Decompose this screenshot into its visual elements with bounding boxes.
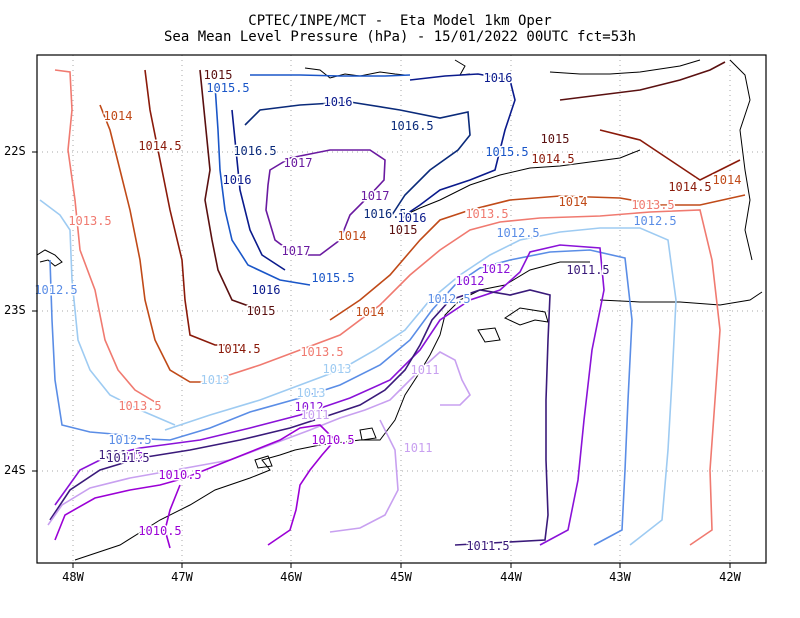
isobar-label: 1016.5 [390,119,433,133]
isobar-label: 1016 [252,283,281,297]
isobar-line [124,249,633,546]
isobar-label: 1014 [104,109,133,123]
isobar-label: 1014 [338,229,367,243]
isobars [39,61,746,549]
isobar-label: 1015 [247,304,276,318]
x-tick-label: 43W [609,570,631,584]
isobar-label: 1013 [323,362,352,376]
x-tick-label: 46W [280,570,302,584]
isobar-line [244,101,471,219]
isobar-label: 1013.5 [118,399,161,413]
isobar-label: 1016 [484,71,513,85]
isobar-labels: 10151015.5101610161016.51016.51017101610… [33,67,743,555]
isobar-label: 1011 [411,363,440,377]
isobar-label: 1012.5 [427,292,470,306]
isobar-line [164,484,181,549]
isobar-label: 1016 [398,211,427,225]
isobar-line [329,419,399,533]
isobar-label: 1015.5 [311,271,354,285]
isobar-label: 1011.5 [98,448,141,462]
isobar-label: 1017 [282,244,311,258]
isobar-label: 1014 [356,305,385,319]
isobar-label: 1012.5 [34,283,77,297]
isobar-label: 1017 [284,156,313,170]
y-tick-label: 23S [4,303,26,317]
isobar-label: 1014.5 [531,152,574,166]
isobar-label: 1012.5 [496,226,539,240]
isobar-label: 1014 [559,195,588,209]
isobar-line [250,74,411,77]
isobar-label: 1015 [541,132,570,146]
x-tick-label: 45W [390,570,412,584]
isobar-line [559,61,726,101]
isobar-label: 1013.5 [631,198,674,212]
isobar-line [329,194,746,321]
isobar-label: 1011.5 [466,539,509,553]
isobar-line [144,69,240,346]
isobar-label: 1014.5 [138,139,181,153]
isobar-label: 1013.5 [300,345,343,359]
isobar-line [231,109,286,271]
isobar-line [49,259,126,436]
isobar-label: 1015 [389,223,418,237]
chart-subtitle: Sea Mean Level Pressure (hPa) - 15/01/20… [163,29,636,45]
isobar-line [54,424,337,546]
isobar-line [599,129,741,181]
isobar-label: 1013 [201,373,230,387]
chart-title: CPTEC/INPE/MCT - Eta Model 1km Oper [248,13,552,29]
y-tick-label: 22S [4,144,26,158]
isobar-label: 1016 [324,95,353,109]
isobar-label: 1013.5 [465,207,508,221]
isobar-label: 1012 [116,450,145,464]
isobar-label: 1010.5 [138,524,181,538]
isobar-label: 1011 [404,441,433,455]
isobar-label: 1012 [482,262,511,276]
isobar-line [54,244,605,546]
isobar-line [47,351,471,526]
y-tick-label: 24S [4,463,26,477]
isobar-label: 1010.5 [158,468,201,482]
isobar-label: 1017 [361,189,390,203]
isobar-label: 1016.5 [233,144,276,158]
isobar-line [265,149,386,256]
x-tick-label: 47W [171,570,193,584]
isobar-label: 1014.5 [217,342,260,356]
coastline [36,59,763,561]
isobar-label: 1014 [713,173,742,187]
isobar-line [164,227,677,546]
isobar-label: 1011 [301,408,330,422]
x-tick-label: 44W [500,570,522,584]
isobar-label: 1012 [295,400,324,414]
x-tick-label: 48W [62,570,84,584]
isobar-label: 1011.5 [106,451,149,465]
isobar-line [54,69,161,406]
isobar-label: 1014.5 [668,180,711,194]
isobar-label: 1015 [204,68,233,82]
isobar-line [404,73,516,216]
isobar-label: 1016.5 [363,207,406,221]
isobar-label: 1012 [456,274,485,288]
isobar-label: 1012.5 [108,433,151,447]
x-tick-label: 42W [719,570,741,584]
isobar-line [219,209,721,546]
axis-ticks [32,151,731,568]
isobar-label: 1015.5 [485,145,528,159]
isobar-label: 1013.5 [68,214,111,228]
isobar-line [99,104,230,383]
isobar-line [199,69,261,311]
isobar-label: 1010.5 [311,433,354,447]
isobar-line [214,84,311,286]
isobar-label: 1015.5 [206,81,249,95]
isobar-label: 1011.5 [566,263,609,277]
isobar-line [49,289,551,546]
isobar-label: 1016 [223,173,252,187]
isobar-line [39,199,176,426]
isobar-label: 1012.5 [633,214,676,228]
isobar-label: 1013 [297,386,326,400]
